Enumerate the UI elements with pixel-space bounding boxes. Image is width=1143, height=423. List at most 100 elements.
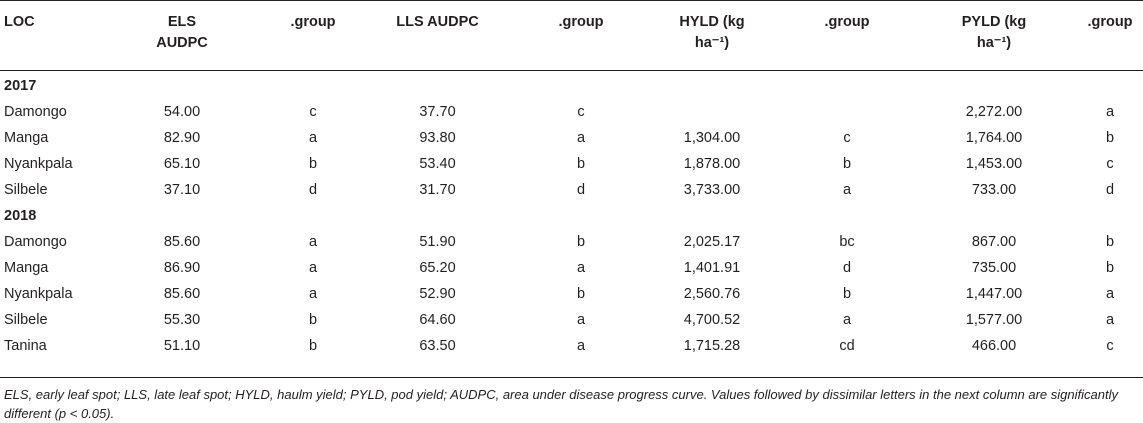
- cell-group-2: c: [577, 104, 585, 120]
- cell-pyld: 1,764.00: [965, 130, 1023, 146]
- table-row: Silbele 37.10 d 31.70 d 3,733.00 a 733.00 d: [0, 178, 1143, 204]
- cell-loc: Silbele: [4, 182, 48, 198]
- cell-loc: Tanina: [4, 338, 47, 354]
- cell-group-2: b: [576, 286, 586, 302]
- year-heading: 2018: [4, 208, 37, 224]
- cell-loc: Nyankpala: [4, 156, 73, 172]
- header-pyld: PYLD (kg ha⁻¹): [950, 12, 1038, 54]
- cell-hyld: 1,304.00: [683, 130, 741, 146]
- table-top-rule: [0, 0, 1143, 1]
- cell-group-4: a: [1105, 104, 1115, 120]
- cell-hyld: 1,878.00: [683, 156, 741, 172]
- cell-loc: Manga: [4, 260, 49, 276]
- cell-pyld: 2,272.00: [965, 104, 1023, 120]
- cell-loc: Damongo: [4, 104, 67, 120]
- cell-loc: Silbele: [4, 312, 48, 328]
- cell-group-2: a: [576, 338, 586, 354]
- header-loc: LOC: [4, 14, 35, 30]
- cell-els-audpc: 55.30: [163, 312, 201, 328]
- cell-group-4: b: [1105, 130, 1115, 146]
- cell-els-audpc: 85.60: [163, 234, 201, 250]
- cell-group-2: a: [576, 130, 586, 146]
- cell-lls-audpc: 37.70: [419, 104, 456, 120]
- table-footnote: ELS, early leaf spot; LLS, late leaf spo…: [4, 387, 1118, 421]
- cell-hyld: 1,715.28: [683, 338, 741, 354]
- cell-group-2: d: [576, 182, 586, 198]
- cell-lls-audpc: 65.20: [419, 260, 456, 276]
- cell-lls-audpc: 51.90: [419, 234, 456, 250]
- cell-group-4: b: [1105, 260, 1115, 276]
- cell-group-1: a: [308, 286, 318, 302]
- cell-group-3: c: [843, 130, 851, 146]
- cell-group-4: c: [1106, 156, 1114, 172]
- header-hyld-line2: ha⁻¹): [694, 35, 730, 51]
- cell-group-2: a: [576, 260, 586, 276]
- cell-group-4: d: [1105, 182, 1115, 198]
- table-row: Manga 86.90 a 65.20 a 1,401.91 d 735.00 b: [0, 256, 1143, 282]
- cell-group-4: a: [1105, 286, 1115, 302]
- cell-pyld: 733.00: [971, 182, 1017, 198]
- cell-group-1: a: [308, 260, 318, 276]
- cell-els-audpc: 65.10: [163, 156, 201, 172]
- cell-pyld: 735.00: [971, 260, 1017, 276]
- cell-group-3: bc: [839, 234, 855, 250]
- cell-group-4: c: [1106, 338, 1114, 354]
- cell-lls-audpc: 53.40: [419, 156, 456, 172]
- cell-group-1: a: [308, 130, 318, 146]
- table-row: Damongo 85.60 a 51.90 b 2,025.17 bc 867.00 b: [0, 230, 1143, 256]
- cell-pyld: 1,453.00: [965, 156, 1023, 172]
- cell-group-2: a: [576, 312, 586, 328]
- cell-pyld: 466.00: [971, 338, 1017, 354]
- cell-group-1: b: [308, 156, 318, 172]
- cell-group-2: b: [576, 156, 586, 172]
- cell-lls-audpc: 93.80: [419, 130, 456, 146]
- cell-group-3: b: [842, 286, 852, 302]
- cell-group-4: b: [1105, 234, 1115, 250]
- header-els-audpc: ELS AUDPC: [148, 12, 216, 54]
- cell-els-audpc: 37.10: [163, 182, 201, 198]
- header-els-line1: ELS: [167, 14, 197, 30]
- cell-group-1: d: [308, 182, 318, 198]
- cell-group-2: b: [576, 234, 586, 250]
- year-heading: 2017: [4, 78, 37, 94]
- header-rule: [0, 70, 1143, 71]
- table-row: Nyankpala 65.10 b 53.40 b 1,878.00 b 1,453.00 c: [0, 152, 1143, 178]
- header-els-line2: AUDPC: [156, 35, 208, 51]
- table-row: Silbele 55.30 b 64.60 a 4,700.52 a 1,577.00 a: [0, 308, 1143, 334]
- cell-group-3: a: [842, 312, 852, 328]
- cell-loc: Damongo: [4, 234, 67, 250]
- cell-loc: Manga: [4, 130, 49, 146]
- cell-group-3: a: [842, 182, 852, 198]
- header-pyld-line1: PYLD (kg: [961, 14, 1027, 30]
- cell-pyld: 1,577.00: [965, 312, 1023, 328]
- header-hyld: HYLD (kg ha⁻¹): [668, 12, 756, 54]
- cell-lls-audpc: 63.50: [419, 338, 456, 354]
- cell-hyld: 1,401.91: [683, 260, 741, 276]
- cell-group-4: a: [1105, 312, 1115, 328]
- cell-pyld: 867.00: [971, 234, 1017, 250]
- cell-group-1: c: [309, 104, 317, 120]
- cell-lls-audpc: 64.60: [419, 312, 456, 328]
- cell-group-1: b: [308, 312, 318, 328]
- cell-lls-audpc: 31.70: [419, 182, 456, 198]
- table-bottom-rule: [0, 377, 1143, 378]
- cell-hyld: 4,700.52: [683, 312, 741, 328]
- cell-hyld: 2,025.17: [683, 234, 741, 250]
- cell-group-1: b: [308, 338, 318, 354]
- table-row: Damongo 54.00 c 37.70 c 2,272.00 a: [0, 100, 1143, 126]
- header-group-2: .group: [558, 14, 604, 30]
- cell-group-1: a: [308, 234, 318, 250]
- header-lls-audpc: LLS AUDPC: [396, 14, 479, 30]
- table-row: Nyankpala 85.60 a 52.90 b 2,560.76 b 1,447.00 a: [0, 282, 1143, 308]
- table-row: Tanina 51.10 b 63.50 a 1,715.28 cd 466.00 c: [0, 334, 1143, 360]
- cell-els-audpc: 51.10: [163, 338, 201, 354]
- cell-hyld: 2,560.76: [683, 286, 741, 302]
- cell-els-audpc: 82.90: [163, 130, 201, 146]
- cell-hyld: 3,733.00: [683, 182, 741, 198]
- header-pyld-line2: ha⁻¹): [976, 35, 1012, 51]
- cell-loc: Nyankpala: [4, 286, 73, 302]
- header-group-3: .group: [824, 14, 870, 30]
- table-header: LOC ELS AUDPC .group LLS AUDPC .group HY…: [0, 12, 1143, 68]
- cell-group-3: b: [842, 156, 852, 172]
- header-group-1: .group: [290, 14, 336, 30]
